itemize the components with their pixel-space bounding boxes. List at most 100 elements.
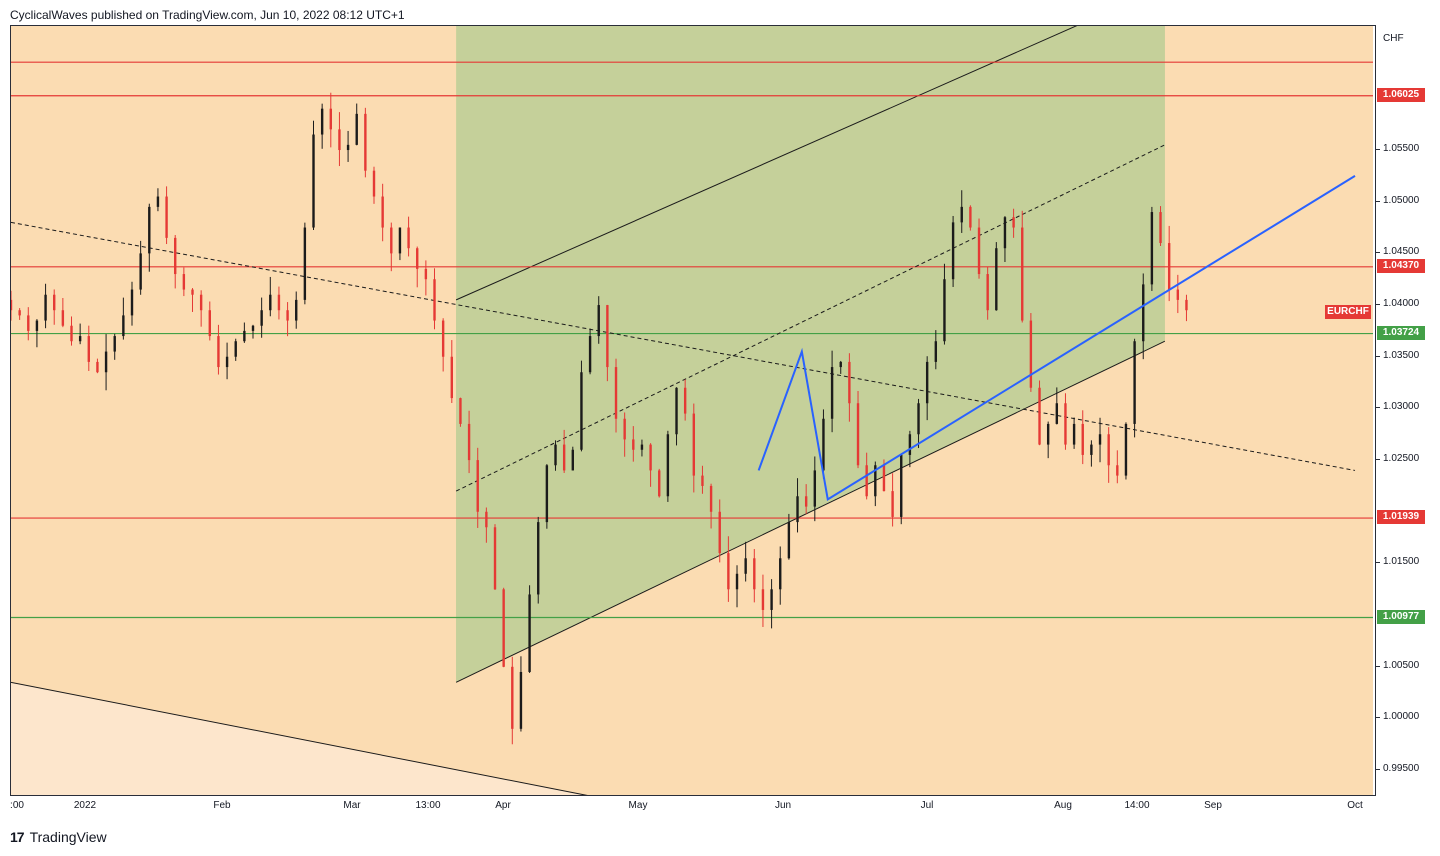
candle-body — [156, 196, 160, 207]
x-tick-label: :00 — [10, 800, 24, 811]
candle-body — [640, 444, 644, 450]
candle-body — [882, 465, 886, 492]
y-tick-label: 1.03000 — [1383, 401, 1420, 413]
x-tick-label: Sep — [1204, 800, 1222, 811]
candle-body — [329, 108, 332, 130]
candle-body — [364, 113, 367, 171]
time-axis[interactable] — [10, 795, 1376, 821]
candle-body — [753, 558, 756, 590]
candle-body — [735, 573, 739, 590]
candle-body — [320, 108, 324, 135]
x-tick-label: Jul — [920, 800, 934, 811]
x-tick-label: May — [628, 800, 648, 811]
candle-body — [277, 294, 281, 311]
candle-body — [390, 227, 393, 254]
candle-body — [11, 299, 13, 311]
tradingview-logo[interactable]: 17 TradingView — [10, 829, 107, 845]
y-tick-mark — [1376, 769, 1380, 771]
candle-body — [666, 434, 670, 497]
candle-body — [346, 144, 350, 151]
candle-body — [96, 361, 99, 373]
candle-body — [1003, 217, 1007, 249]
channel-midline — [455, 144, 1166, 492]
y-tick-label: 1.04500 — [1383, 246, 1420, 258]
x-tick-label: Jun — [774, 800, 792, 811]
y-tick-label: 1.00000 — [1383, 711, 1420, 723]
y-tick-label: 1.02500 — [1383, 453, 1420, 465]
candle-body — [459, 398, 462, 424]
candle-body — [623, 418, 626, 440]
candle-body — [295, 299, 298, 321]
candle-body — [1133, 341, 1136, 424]
y-tick-label: 1.03500 — [1383, 349, 1420, 361]
candle-body — [865, 465, 868, 497]
candle-body — [18, 310, 21, 316]
candle-body — [1029, 320, 1033, 388]
candle-body — [113, 336, 116, 352]
candle-body — [537, 522, 540, 595]
candle-body — [925, 361, 929, 404]
y-tick-label: 1.00500 — [1383, 659, 1420, 671]
candle-body — [787, 522, 791, 559]
candle-body — [225, 356, 229, 368]
candle-body — [658, 470, 661, 497]
candle-body — [165, 196, 168, 238]
candle-body — [744, 558, 747, 574]
candle-body — [1124, 423, 1128, 476]
candle-body — [243, 330, 246, 342]
candle-body — [796, 496, 799, 523]
y-tick-label: 1.04000 — [1383, 298, 1420, 310]
candle-body — [1159, 212, 1162, 244]
candle-body — [511, 666, 514, 729]
channel-upper-line — [455, 26, 1078, 301]
candle-body — [485, 511, 488, 528]
price-axis[interactable] — [1376, 25, 1440, 821]
descending-dashed-line — [11, 221, 1356, 471]
blue-projection-path — [757, 175, 1356, 501]
candle-body — [1176, 289, 1180, 300]
candle-body — [70, 325, 73, 342]
candle-body — [960, 206, 963, 223]
x-tick-label: Oct — [1347, 800, 1363, 811]
candle-body — [398, 227, 402, 254]
level-price-tag: 1.03724 — [1377, 325, 1425, 340]
candle-body — [61, 310, 65, 326]
candle-body — [1107, 434, 1110, 466]
y-tick-mark — [1376, 717, 1380, 719]
candle-body — [804, 496, 808, 507]
y-tick-mark — [1376, 304, 1380, 306]
candle-body — [874, 465, 877, 497]
y-tick-mark — [1376, 562, 1380, 564]
currency-label: CHF — [1383, 33, 1404, 44]
level-price-tag: 1.06025 — [1377, 87, 1425, 102]
candle-body — [917, 403, 920, 435]
y-tick-label: 1.01500 — [1383, 556, 1420, 568]
chart-canvas[interactable] — [11, 26, 1375, 820]
candle-body — [977, 227, 981, 275]
candle-body — [476, 460, 479, 512]
candle-body — [934, 341, 938, 362]
candle-body — [701, 475, 704, 486]
candle-body — [1090, 444, 1093, 455]
y-tick-mark — [1376, 407, 1380, 409]
candle-body — [286, 310, 289, 321]
candle-body — [545, 465, 549, 523]
y-tick-label: 1.05500 — [1383, 143, 1420, 155]
candle-body — [632, 439, 635, 450]
candle-body — [770, 589, 773, 610]
candle-body — [649, 444, 652, 471]
candles-layer — [11, 92, 1188, 745]
candle-body — [78, 336, 82, 342]
candle-body — [27, 315, 30, 331]
level-price-tag: 1.01939 — [1377, 510, 1425, 525]
candle-body — [416, 248, 419, 269]
candle-body — [269, 294, 272, 311]
candle-body — [1081, 423, 1084, 455]
candle-body — [1167, 243, 1171, 290]
candle-body — [779, 558, 782, 590]
candle-body — [562, 444, 566, 471]
candle-body — [519, 671, 523, 729]
candle-body — [104, 351, 108, 373]
candle-body — [338, 129, 341, 151]
candle-body — [554, 444, 557, 466]
